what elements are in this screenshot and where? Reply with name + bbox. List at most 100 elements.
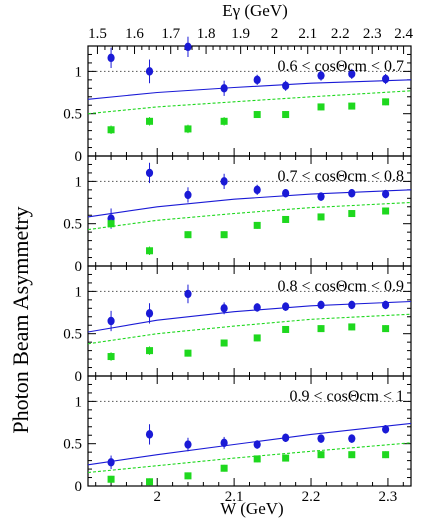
top-axis-label: Eγ (GeV)	[222, 1, 288, 20]
panel-3: 0 0.5 1 0.8 < cosΘcm < 0.9	[63, 265, 412, 385]
data-point-circle	[253, 303, 261, 312]
data-point-circle	[282, 189, 290, 198]
data-point-square	[253, 334, 261, 342]
data-point-circle	[317, 71, 325, 80]
panel-bin-label: 0.9 < cosΘcm < 1	[290, 388, 404, 405]
data-point-circle	[220, 438, 228, 448]
data-point-square	[253, 111, 261, 119]
data-point-square	[146, 478, 154, 486]
data-point-square	[348, 451, 356, 459]
model-curve-solid	[87, 300, 412, 333]
data-point-square	[282, 325, 290, 333]
data-point-square	[348, 102, 356, 110]
data-point-square	[282, 215, 290, 223]
data-point-square	[146, 347, 154, 355]
data-point-square	[184, 349, 192, 357]
y-tick-label: 0	[75, 149, 83, 165]
data-point-circle	[253, 75, 261, 85]
data-point-circle	[184, 440, 192, 449]
model-curve-dashed	[87, 313, 412, 345]
top-tick-label: 1.6	[125, 26, 144, 42]
panel-bin-label: 0.8 < cosΘcm < 0.9	[278, 278, 404, 295]
data-point-square	[382, 325, 390, 333]
data-point-square	[146, 247, 154, 255]
data-point-circle	[107, 458, 115, 467]
data-point-circle	[282, 433, 290, 442]
top-tick-label: 2.1	[298, 26, 317, 42]
data-point-circle	[184, 190, 192, 200]
data-point-square	[382, 207, 390, 215]
data-point-circle	[184, 42, 192, 52]
top-tick-label: 1.8	[197, 26, 216, 42]
bottom-tick-label: 2.1	[225, 489, 244, 505]
top-tick-label: 1.7	[161, 26, 180, 42]
y-tick-label: 1	[75, 174, 83, 190]
top-tick-label: 2.4	[394, 26, 413, 42]
data-point-circle	[382, 300, 390, 310]
model-curve-solid	[87, 422, 412, 466]
y-tick-label: 0.5	[63, 437, 82, 453]
data-point-square	[317, 451, 325, 459]
data-point-circle	[107, 53, 115, 63]
data-point-circle	[282, 81, 290, 90]
model-curve-dashed	[87, 90, 412, 115]
y-tick-label: 0.5	[63, 217, 82, 233]
data-point-circle	[382, 74, 390, 84]
data-point-square	[184, 125, 192, 133]
data-point-circle	[382, 425, 390, 434]
y-tick-label: 1	[75, 394, 83, 410]
data-point-square	[220, 339, 228, 347]
data-point-circle	[107, 316, 115, 326]
data-point-square	[282, 454, 290, 462]
data-point-circle	[348, 69, 356, 79]
y-tick-label: 0	[75, 369, 83, 385]
y-tick-label: 0.5	[63, 107, 82, 123]
data-point-square	[107, 126, 115, 134]
data-point-circle	[253, 440, 261, 449]
data-point-circle	[220, 84, 228, 93]
data-point-circle	[348, 434, 356, 443]
panel-bin-label: 0.6 < cosΘcm < 0.7	[278, 58, 404, 75]
panels: 0 0.5 1 0.6 < cosΘcm < 0.7 0 0.5 1 0.7 < cosΘcm…	[63, 36, 412, 495]
data-point-circle	[145, 309, 154, 318]
data-point-circle	[184, 289, 192, 299]
data-point-square	[253, 221, 261, 229]
y-tick-label: 0.5	[63, 327, 82, 343]
data-point-circle	[382, 189, 390, 199]
y-tick-label: 1	[75, 284, 83, 300]
data-point-circle	[220, 304, 228, 313]
data-point-square	[107, 475, 115, 483]
data-point-circle	[317, 300, 325, 310]
data-point-circle	[253, 185, 261, 195]
data-point-square	[220, 117, 228, 125]
data-point-square	[348, 323, 356, 331]
model-curve-solid	[87, 79, 412, 100]
data-point-square	[317, 325, 325, 333]
data-point-circle	[145, 168, 154, 178]
data-point-circle	[145, 430, 154, 439]
bottom-axis-label: W (GeV)	[220, 499, 283, 518]
panel-2: 0 0.5 1 0.7 < cosΘcm < 0.8	[63, 155, 412, 275]
data-point-square	[382, 451, 390, 459]
top-tick-label: 2.3	[363, 26, 382, 42]
y-tick-label: 0	[75, 479, 83, 495]
y-tick-label: 1	[75, 64, 83, 80]
top-tick-label: 1.5	[88, 26, 107, 42]
panel-1: 0 0.5 1 0.6 < cosΘcm < 0.7	[63, 36, 412, 165]
panel-bin-label: 0.7 < cosΘcm < 0.8	[278, 168, 404, 185]
data-point-square	[146, 117, 154, 125]
top-tick-label: 2.2	[331, 26, 350, 42]
top-tick-label: 1.9	[231, 26, 250, 42]
bottom-tick-label: 2	[153, 489, 161, 505]
data-point-square	[220, 464, 228, 472]
data-point-square	[184, 231, 192, 239]
bottom-axis-tick-labels: 2 2.1 2.2 2.3	[153, 489, 397, 505]
data-point-circle	[317, 434, 325, 443]
data-point-square	[253, 455, 261, 463]
bottom-tick-label: 2.2	[302, 489, 321, 505]
data-point-square	[317, 103, 325, 111]
data-point-square	[184, 472, 192, 480]
data-point-square	[382, 98, 390, 106]
data-point-square	[282, 111, 290, 119]
